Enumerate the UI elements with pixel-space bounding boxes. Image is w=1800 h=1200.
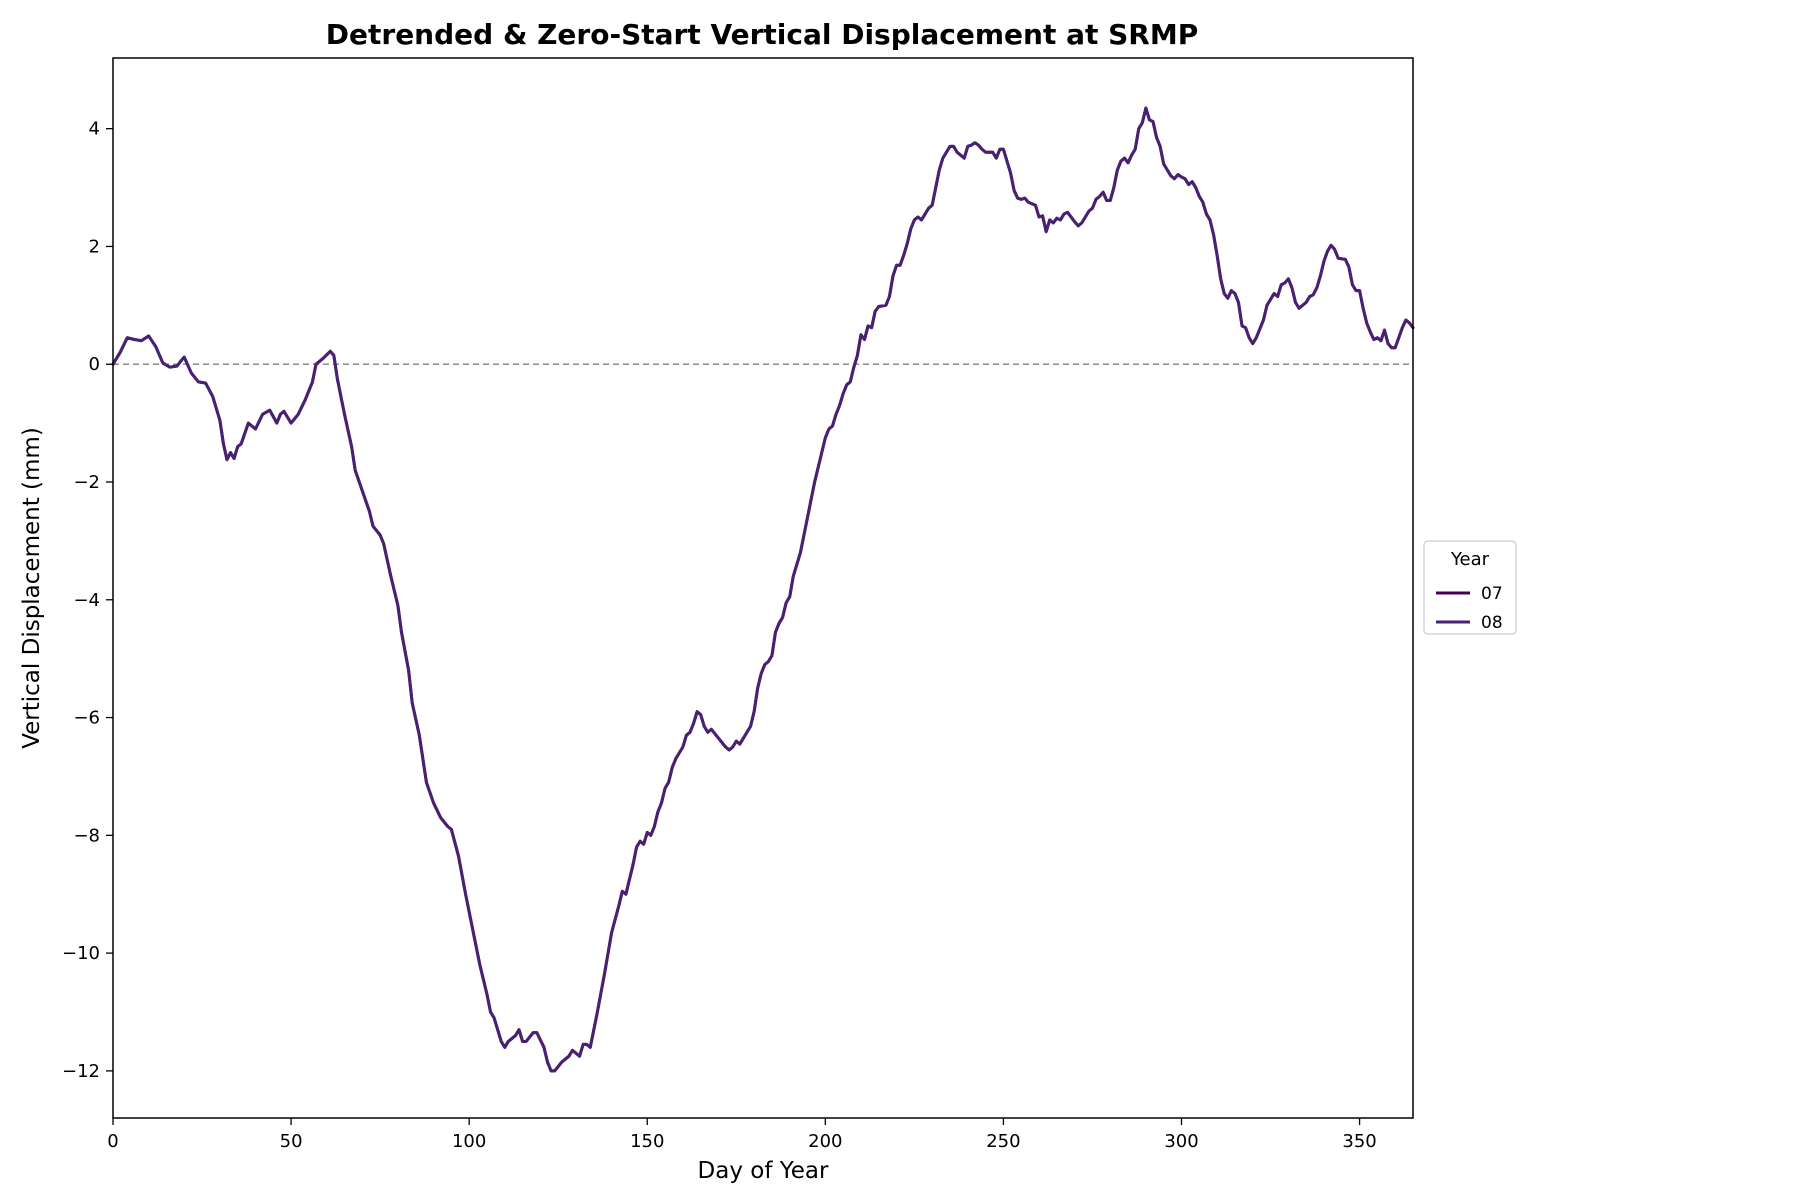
y-tick-label: −4	[73, 590, 100, 611]
y-tick-label: −8	[73, 825, 100, 846]
y-tick-label: 2	[89, 236, 100, 257]
x-tick-label: 250	[986, 1131, 1020, 1152]
x-axis-label: Day of Year	[698, 1158, 829, 1184]
legend-label-08: 08	[1481, 613, 1503, 633]
legend-label-07: 07	[1481, 584, 1503, 604]
y-tick-label: −2	[73, 472, 100, 493]
x-tick-label: 100	[452, 1131, 486, 1152]
y-tick-label: −6	[73, 708, 100, 729]
plot-frame	[112, 57, 1414, 1119]
y-tick-label: 4	[89, 119, 100, 140]
series-layer	[111, 106, 1415, 1073]
y-tick-label: 0	[89, 354, 100, 375]
legend-box	[1423, 540, 1517, 635]
plot-area	[111, 57, 1415, 1119]
x-tick-label: 0	[107, 1131, 118, 1152]
chart-title: Detrended & Zero-Start Vertical Displace…	[326, 18, 1198, 51]
x-tick-label: 300	[1164, 1131, 1198, 1152]
x-tick-label: 350	[1342, 1131, 1376, 1152]
x-tick-label: 150	[630, 1131, 664, 1152]
y-axis-label: Vertical Displacement (mm)	[19, 427, 45, 749]
x-tick-label: 50	[280, 1131, 303, 1152]
x-axis: 0 50 100 150 200 250 300 350	[107, 1118, 1377, 1152]
y-tick-label: −12	[62, 1061, 100, 1082]
y-tick-label: −10	[62, 943, 100, 964]
y-axis: −12 −10 −8 −6 −4 −2 0 2 4	[62, 119, 113, 1082]
legend-title: Year	[1450, 549, 1490, 570]
x-tick-label: 200	[808, 1131, 842, 1152]
series-line-08	[111, 106, 1415, 1073]
